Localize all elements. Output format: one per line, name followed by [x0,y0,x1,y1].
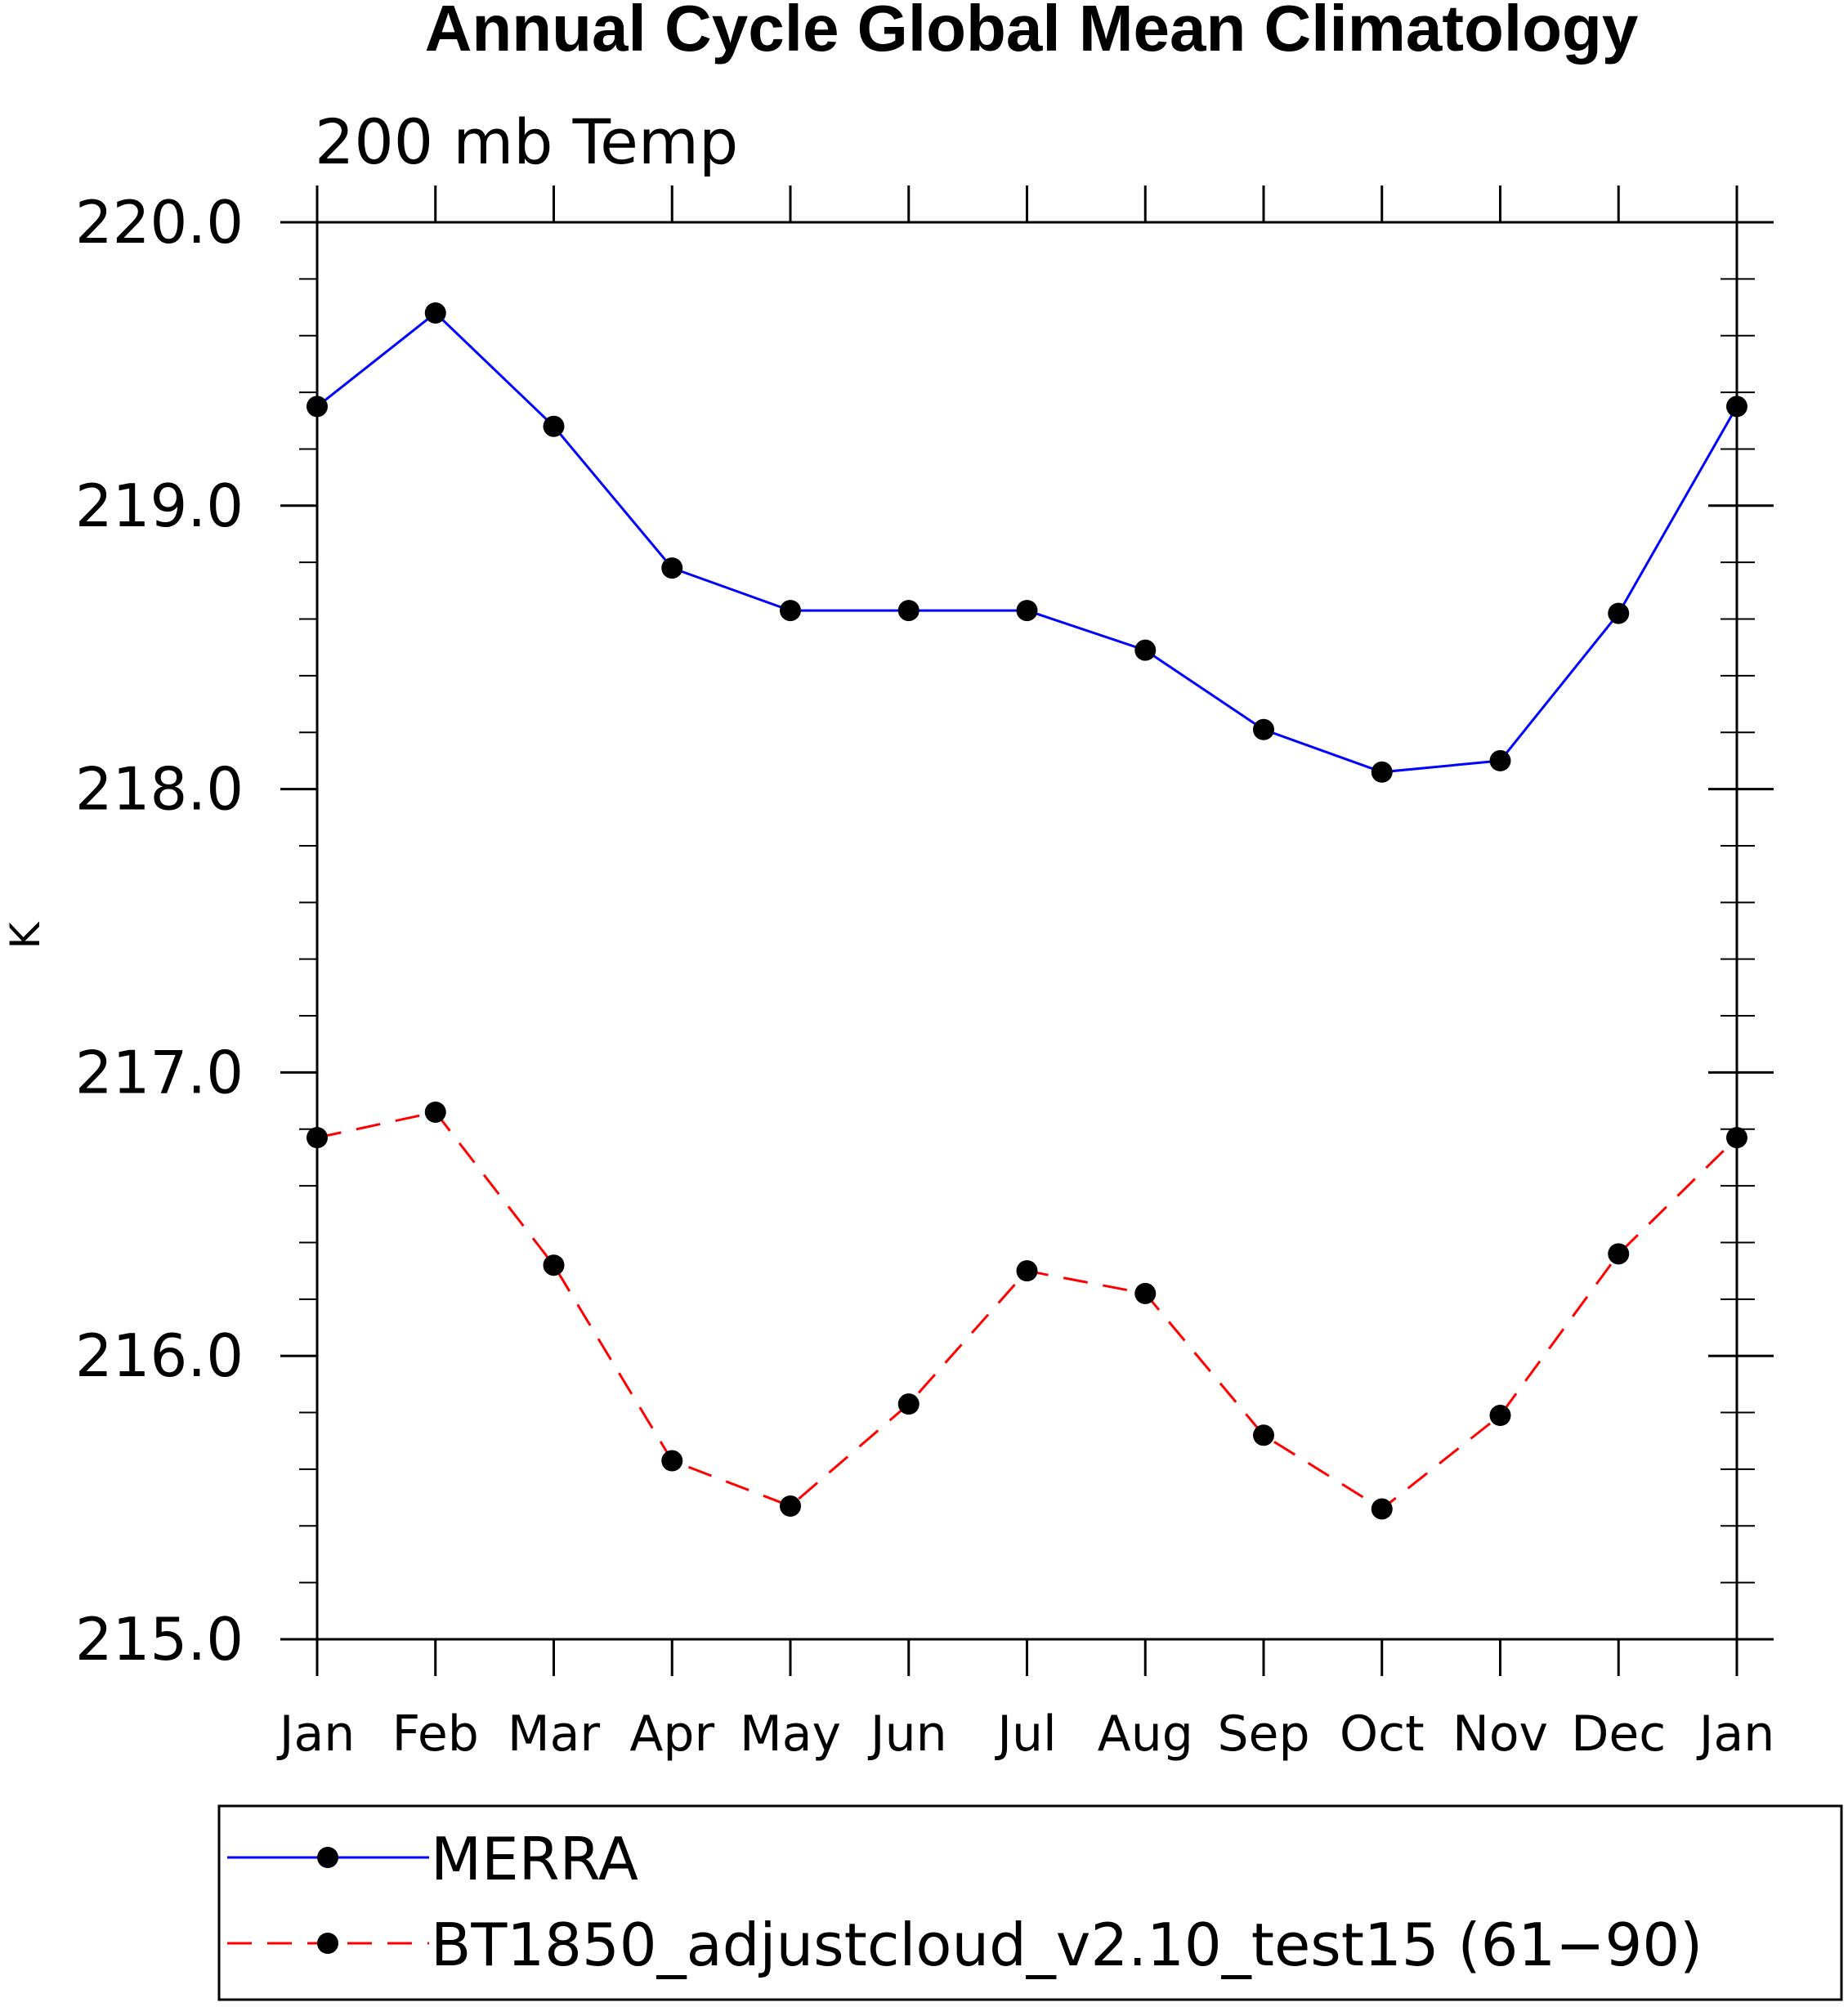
x-tick-label: Apr [629,1705,714,1763]
x-tick-label: Mar [508,1705,601,1763]
chart-subtitle: 200 mb Temp [315,105,738,178]
axes: 215.0 216.0 217.0 218.0 219.0 220.0 Jan Feb Mar A… [75,186,1774,1763]
y-axis-label: K [2,921,49,949]
data-point-model [424,1101,446,1123]
x-tick-label: Dec [1571,1705,1666,1763]
y-tick-label: 218.0 [75,755,244,824]
data-point-merra [543,415,565,437]
data-point-merra [1016,600,1038,622]
x-tick-label: Jul [994,1705,1056,1763]
data-point-merra [424,302,446,324]
data-point-model [1371,1498,1393,1520]
series-line-merra [316,311,1738,774]
data-point-model [1016,1260,1038,1282]
data-point-model [1608,1243,1630,1265]
y-tick-label: 215.0 [75,1605,244,1674]
y-tick-label: 220.0 [75,188,244,257]
x-tick-label: Aug [1098,1705,1193,1763]
plot-frame [315,221,1738,1641]
legend-model-label: BT1850_adjustcloud_v2.10_test15 (61−90) [431,1911,1703,1979]
data-point-merra [780,600,801,622]
x-tick-label: Nov [1452,1705,1548,1763]
data-point-model [661,1450,683,1472]
data-point-merra [1134,639,1157,661]
x-tick-label: Sep [1217,1705,1309,1763]
data-point-model [780,1495,801,1518]
x-tick-label: Oct [1340,1705,1425,1763]
data-point-model [1489,1405,1511,1427]
x-tick-label: May [740,1705,841,1763]
x-tick-label: Jan [276,1705,356,1763]
data-point-merra [661,557,683,579]
data-point-model [897,1393,920,1415]
x-tick-label: Jan [1696,1705,1775,1763]
data-point-model [1134,1282,1157,1304]
legend-merra-marker [317,1847,338,1868]
data-point-merra [1726,396,1747,418]
legend-merra-label: MERRA [431,1825,638,1893]
data-point-model [543,1254,565,1276]
x-tick-label: Jun [867,1705,947,1763]
legend-model-marker [317,1933,338,1954]
legend: MERRA BT1850_adjustcloud_v2.10_test15 (6… [217,1804,1843,2001]
data-point-merra [1371,761,1393,783]
legend-box [217,1804,1843,2001]
chart-title: Annual Cycle Global Mean Climatology [425,0,1639,65]
data-point-model [1253,1424,1274,1446]
data-point-merra [1608,602,1630,624]
data-point-model [1726,1127,1747,1149]
x-tick-label: Feb [392,1705,479,1763]
y-tick-label: 216.0 [75,1321,244,1390]
data-point-merra [307,396,328,418]
data-point-merra [1253,718,1274,740]
series-layer [307,302,1747,1520]
series-line-model [316,1111,1738,1511]
y-tick-label: 217.0 [75,1038,244,1106]
data-point-merra [1489,749,1511,771]
data-point-merra [897,600,920,622]
data-point-model [307,1127,328,1149]
y-tick-label: 219.0 [75,472,244,540]
